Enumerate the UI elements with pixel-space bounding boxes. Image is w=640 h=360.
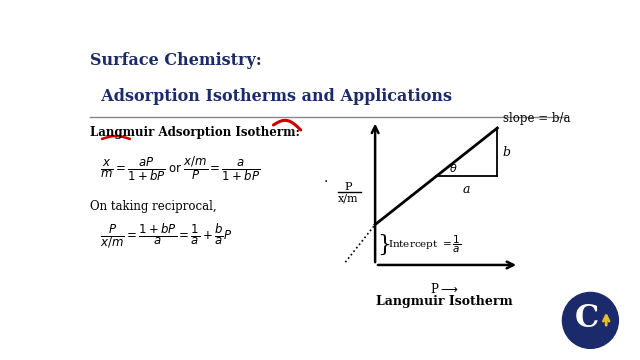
Text: Surface Chemistry:: Surface Chemistry: bbox=[90, 51, 262, 68]
Text: P
x/m: P x/m bbox=[337, 182, 358, 204]
Text: On taking reciprocal,: On taking reciprocal, bbox=[90, 200, 216, 213]
Text: b: b bbox=[502, 146, 510, 159]
Text: $\dfrac{P}{x/m} = \dfrac{1+bP}{a} = \dfrac{1}{a} + \dfrac{b}{a}P$: $\dfrac{P}{x/m} = \dfrac{1+bP}{a} = \dfr… bbox=[100, 222, 232, 250]
Text: Intercept $= \dfrac{1}{a}$: Intercept $= \dfrac{1}{a}$ bbox=[388, 234, 461, 255]
Text: Langmuir Isotherm: Langmuir Isotherm bbox=[376, 296, 513, 309]
Text: P$\longrightarrow$: P$\longrightarrow$ bbox=[430, 282, 459, 296]
Text: }: } bbox=[378, 234, 392, 256]
Text: Adsorption Isotherms and Applications: Adsorption Isotherms and Applications bbox=[90, 87, 452, 104]
Text: slope = b/a: slope = b/a bbox=[503, 112, 571, 125]
Text: ·: · bbox=[323, 175, 328, 189]
Text: C: C bbox=[575, 303, 599, 334]
Text: $\theta$: $\theta$ bbox=[449, 162, 457, 174]
Circle shape bbox=[563, 292, 618, 348]
Text: $\dfrac{x}{m} = \dfrac{aP}{1+bP}$$\;\mathrm{or}\; \dfrac{x/m}{P} = \dfrac{a}{1+b: $\dfrac{x}{m} = \dfrac{aP}{1+bP}$$\;\mat… bbox=[100, 154, 260, 183]
Text: Langmuir Adsorption Isotherm:: Langmuir Adsorption Isotherm: bbox=[90, 126, 300, 139]
Text: a: a bbox=[463, 183, 470, 196]
